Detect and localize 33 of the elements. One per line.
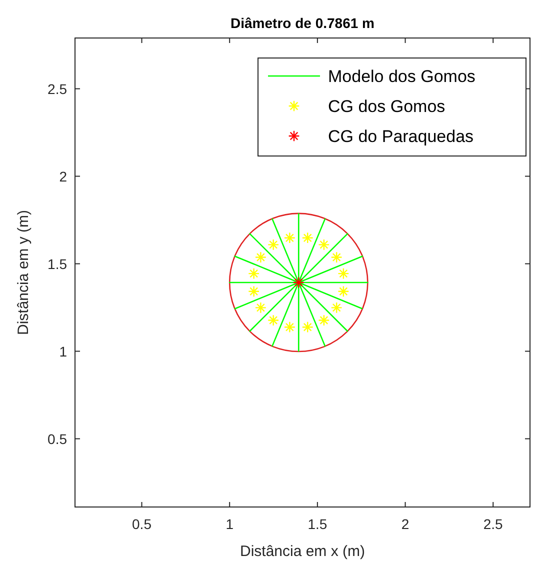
point	[254, 302, 266, 314]
y-tick-label: 2	[59, 168, 68, 184]
y-axis-title: Distância em y (m)	[15, 210, 32, 336]
point	[330, 302, 342, 314]
x-tick-label: 0.5	[132, 516, 152, 532]
point	[268, 238, 280, 250]
legend-label: CG do Paraquedas	[328, 127, 474, 146]
point	[338, 268, 350, 280]
point	[284, 232, 296, 244]
y-tick-label: 2.5	[48, 80, 68, 97]
point	[302, 321, 314, 333]
y-tick-label: 1	[59, 343, 68, 360]
point	[268, 314, 280, 326]
point	[302, 232, 314, 244]
point	[292, 276, 304, 288]
point	[254, 251, 266, 264]
x-tick-label: 2.5	[483, 516, 504, 532]
point	[284, 321, 296, 333]
y-tick-label: 0.5	[48, 430, 68, 447]
point	[318, 314, 330, 326]
chart-title: Diâmetro de 0.7861 m	[230, 15, 374, 31]
y-tick-label: 1.5	[48, 256, 68, 272]
x-tick-label: 2	[401, 516, 410, 532]
x-tick-label: 1.5	[308, 516, 328, 532]
point	[248, 286, 260, 298]
legend-label: Modelo dos Gomos	[328, 67, 476, 86]
point	[330, 251, 342, 264]
point	[318, 238, 330, 250]
x-tick-label: 1	[226, 516, 234, 532]
x-axis-title: Distância em x (m)	[240, 543, 366, 560]
point	[248, 268, 260, 280]
legend-label: CG dos Gomos	[328, 97, 446, 116]
point	[338, 286, 350, 298]
